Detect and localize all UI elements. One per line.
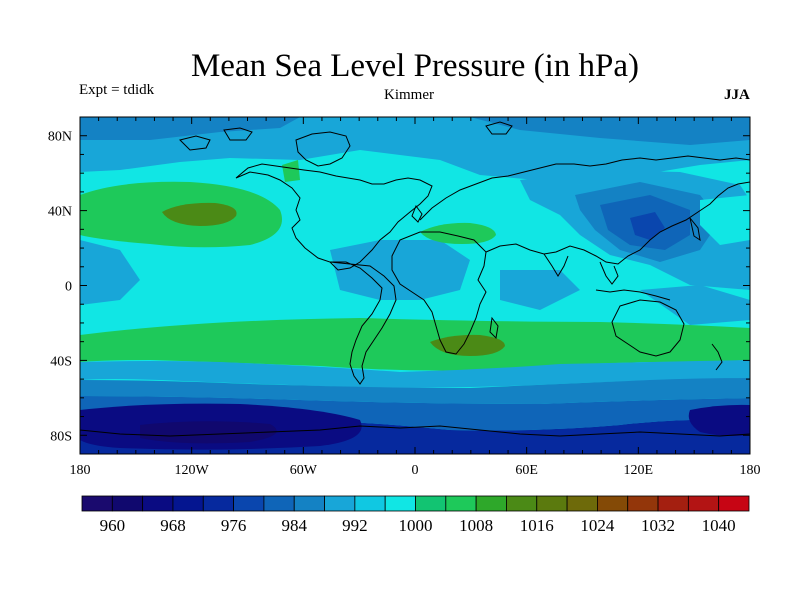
colorbar-swatch — [111, 495, 144, 512]
new-zealand-coast — [711, 343, 723, 371]
colorbar-swatch — [627, 495, 659, 512]
colorbar-label: 1040 — [702, 516, 736, 535]
field-north-pacific-east — [700, 195, 750, 245]
experiment-label: Expt = tdidk — [79, 82, 155, 98]
colorbar-label: 992 — [342, 516, 368, 535]
antarctica-coast — [80, 425, 750, 437]
colorbar-swatch — [506, 495, 538, 512]
colorbar-swatch — [718, 495, 750, 512]
colorbar-label: 984 — [281, 516, 307, 535]
colorbar-swatch — [354, 495, 386, 512]
field-southern-band-2 — [80, 378, 750, 404]
x-axis-labels: 180 120W 60W 0 60E 120E 180 — [70, 463, 761, 478]
plot-title: Mean Sea Level Pressure (in hPa) — [190, 48, 640, 84]
pressure-field — [80, 117, 750, 454]
north-america-coast — [235, 163, 433, 271]
colorbar-label: 1008 — [459, 516, 493, 535]
field-southern-band-1 — [80, 360, 750, 388]
colorbar-swatch — [324, 495, 356, 512]
x-tick-label: 60W — [290, 463, 318, 478]
field-african-low — [330, 240, 470, 300]
colorbar-label: 968 — [160, 516, 186, 535]
season-label: JJA — [724, 87, 750, 103]
field-asian-low-core — [630, 212, 665, 240]
field-antarctic-trough-2 — [688, 404, 750, 436]
coastlines — [80, 121, 750, 437]
colorbar-swatch — [566, 495, 598, 512]
colorbar-label: 1016 — [520, 516, 554, 535]
colorbar-swatch — [445, 495, 477, 512]
southeast-asia-coast — [599, 261, 619, 285]
arctic-island-1 — [179, 135, 211, 151]
madagascar-coast — [489, 316, 499, 340]
colorbar-swatch — [172, 495, 204, 512]
x-tick-label: 180 — [70, 463, 91, 478]
india-coast — [543, 253, 569, 277]
field-north-pacific-high-core — [162, 202, 237, 226]
colorbar — [81, 495, 750, 512]
model-label: Kimmer — [384, 87, 434, 103]
y-tick-label: 40S — [50, 354, 72, 369]
colorbar-swatch — [384, 495, 416, 512]
field-arctic-2 — [470, 117, 750, 145]
colorbar-label: 1000 — [399, 516, 433, 535]
y-tick-label: 80N — [48, 130, 72, 145]
colorbar-swatch — [657, 495, 689, 512]
y-axis-ticks — [80, 116, 750, 455]
colorbar-swatch — [597, 495, 629, 512]
colorbar-swatch — [293, 495, 325, 512]
colorbar-label: 960 — [100, 516, 126, 535]
colorbar-swatch — [415, 495, 447, 512]
africa-coast — [391, 231, 487, 355]
field-southern-high-belt — [80, 318, 750, 371]
y-tick-label: 80S — [50, 429, 72, 444]
indonesia-coast — [595, 289, 671, 301]
y-axis-labels: 80N 40N 0 40S 80S — [48, 130, 72, 445]
colorbar-swatch — [81, 495, 113, 512]
field-southern-high-core — [430, 334, 505, 356]
colorbar-swatch — [202, 495, 234, 512]
field-arctic-1 — [80, 117, 300, 140]
japan-coast — [689, 217, 701, 242]
x-axis-ticks — [79, 117, 751, 454]
x-tick-label: 120W — [175, 463, 210, 478]
colorbar-swatch — [263, 495, 295, 512]
arctic-island-2 — [223, 127, 253, 141]
x-tick-label: 180 — [740, 463, 761, 478]
colorbar-label: 976 — [221, 516, 247, 535]
x-tick-label: 60E — [515, 463, 538, 478]
colorbar-label: 1032 — [641, 516, 675, 535]
field-antarctic-trough-core — [140, 421, 277, 444]
x-tick-label: 120E — [624, 463, 654, 478]
x-tick-label: 0 — [412, 463, 419, 478]
colorbar-labels: 960 968 976 984 992 1000 1008 1016 1024 1032 1040 — [100, 516, 736, 535]
colorbar-label: 1024 — [580, 516, 615, 535]
arctic-island-3 — [485, 121, 513, 135]
colorbar-swatch — [142, 495, 174, 512]
field-equatorial-patch-1 — [80, 240, 140, 305]
field-greenland-high — [282, 160, 300, 182]
eurasia-north-coast — [419, 155, 750, 221]
colorbar-swatch — [536, 495, 568, 512]
colorbar-swatch — [687, 495, 720, 512]
eurasia-south-coast — [485, 181, 750, 265]
south-america-coast — [329, 261, 397, 385]
field-equatorial-patch-3 — [640, 285, 750, 325]
greenland-coast — [295, 131, 351, 167]
colorbar-swatch — [233, 495, 265, 512]
y-tick-label: 40N — [48, 205, 72, 220]
field-azores-high — [420, 222, 496, 244]
y-tick-label: 0 — [65, 280, 72, 295]
uk-coast — [411, 204, 423, 223]
colorbar-swatch — [475, 495, 507, 512]
field-equatorial-patch-2 — [500, 270, 580, 310]
australia-coast — [611, 299, 685, 357]
